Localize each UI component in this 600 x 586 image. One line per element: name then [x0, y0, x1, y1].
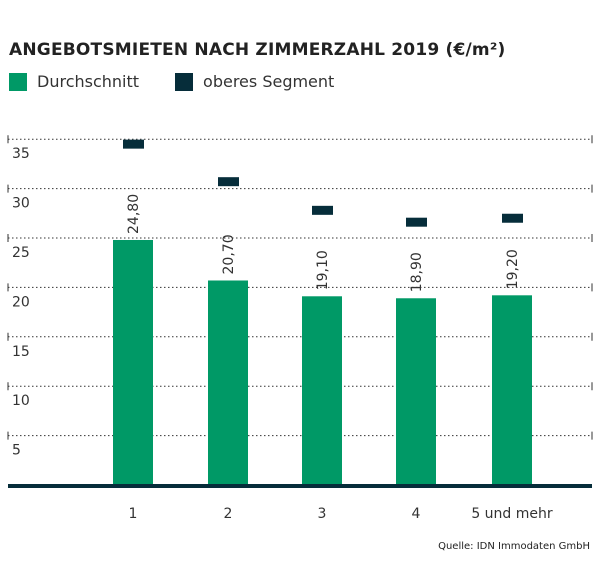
- upper-segment-marker: [406, 217, 427, 227]
- x-tick-label: 5 und mehr: [471, 506, 553, 522]
- upper-segment-marker: [123, 139, 144, 149]
- x-tick-label: 1: [129, 506, 138, 522]
- y-tick-label: 20: [12, 294, 30, 310]
- x-tick-label: 3: [318, 506, 327, 522]
- y-tick-label: 5: [12, 443, 21, 459]
- legend-item-oberes-segment: oberes Segment: [175, 72, 334, 91]
- y-tick-label: 25: [12, 245, 30, 261]
- data-label: 19,20: [505, 249, 521, 289]
- source-note: Quelle: IDN Immodaten GmbH: [438, 541, 590, 552]
- bar: [396, 298, 436, 485]
- y-tick-label: 15: [12, 344, 30, 360]
- legend-item-durchschnitt: Durchschnitt: [9, 72, 139, 91]
- legend: Durchschnitt oberes Segment: [9, 72, 370, 91]
- legend-swatch-durchschnitt: [9, 72, 27, 91]
- data-label: 19,10: [315, 250, 331, 290]
- legend-label: oberes Segment: [203, 72, 335, 91]
- legend-label: Durchschnitt: [37, 72, 140, 91]
- data-label: 18,90: [409, 252, 425, 292]
- bar: [492, 295, 532, 485]
- x-tick-label: 4: [412, 506, 421, 522]
- upper-segment-marker: [312, 205, 333, 215]
- legend-swatch-oberes-segment: [175, 72, 194, 91]
- data-label: 20,70: [221, 234, 237, 274]
- bar: [113, 239, 153, 485]
- upper-segment-marker: [218, 177, 239, 187]
- bar: [208, 280, 248, 485]
- x-tick-label: 2: [224, 506, 233, 522]
- y-tick-label: 30: [12, 196, 30, 212]
- data-label: 24,80: [126, 194, 142, 234]
- upper-segment-marker: [502, 213, 523, 223]
- y-tick-label: 10: [12, 393, 30, 409]
- chart-title: ANGEBOTSMIETEN NACH ZIMMERZAHL 2019 (€/m…: [9, 40, 506, 60]
- bar: [302, 296, 342, 485]
- y-tick-label: 35: [12, 146, 30, 162]
